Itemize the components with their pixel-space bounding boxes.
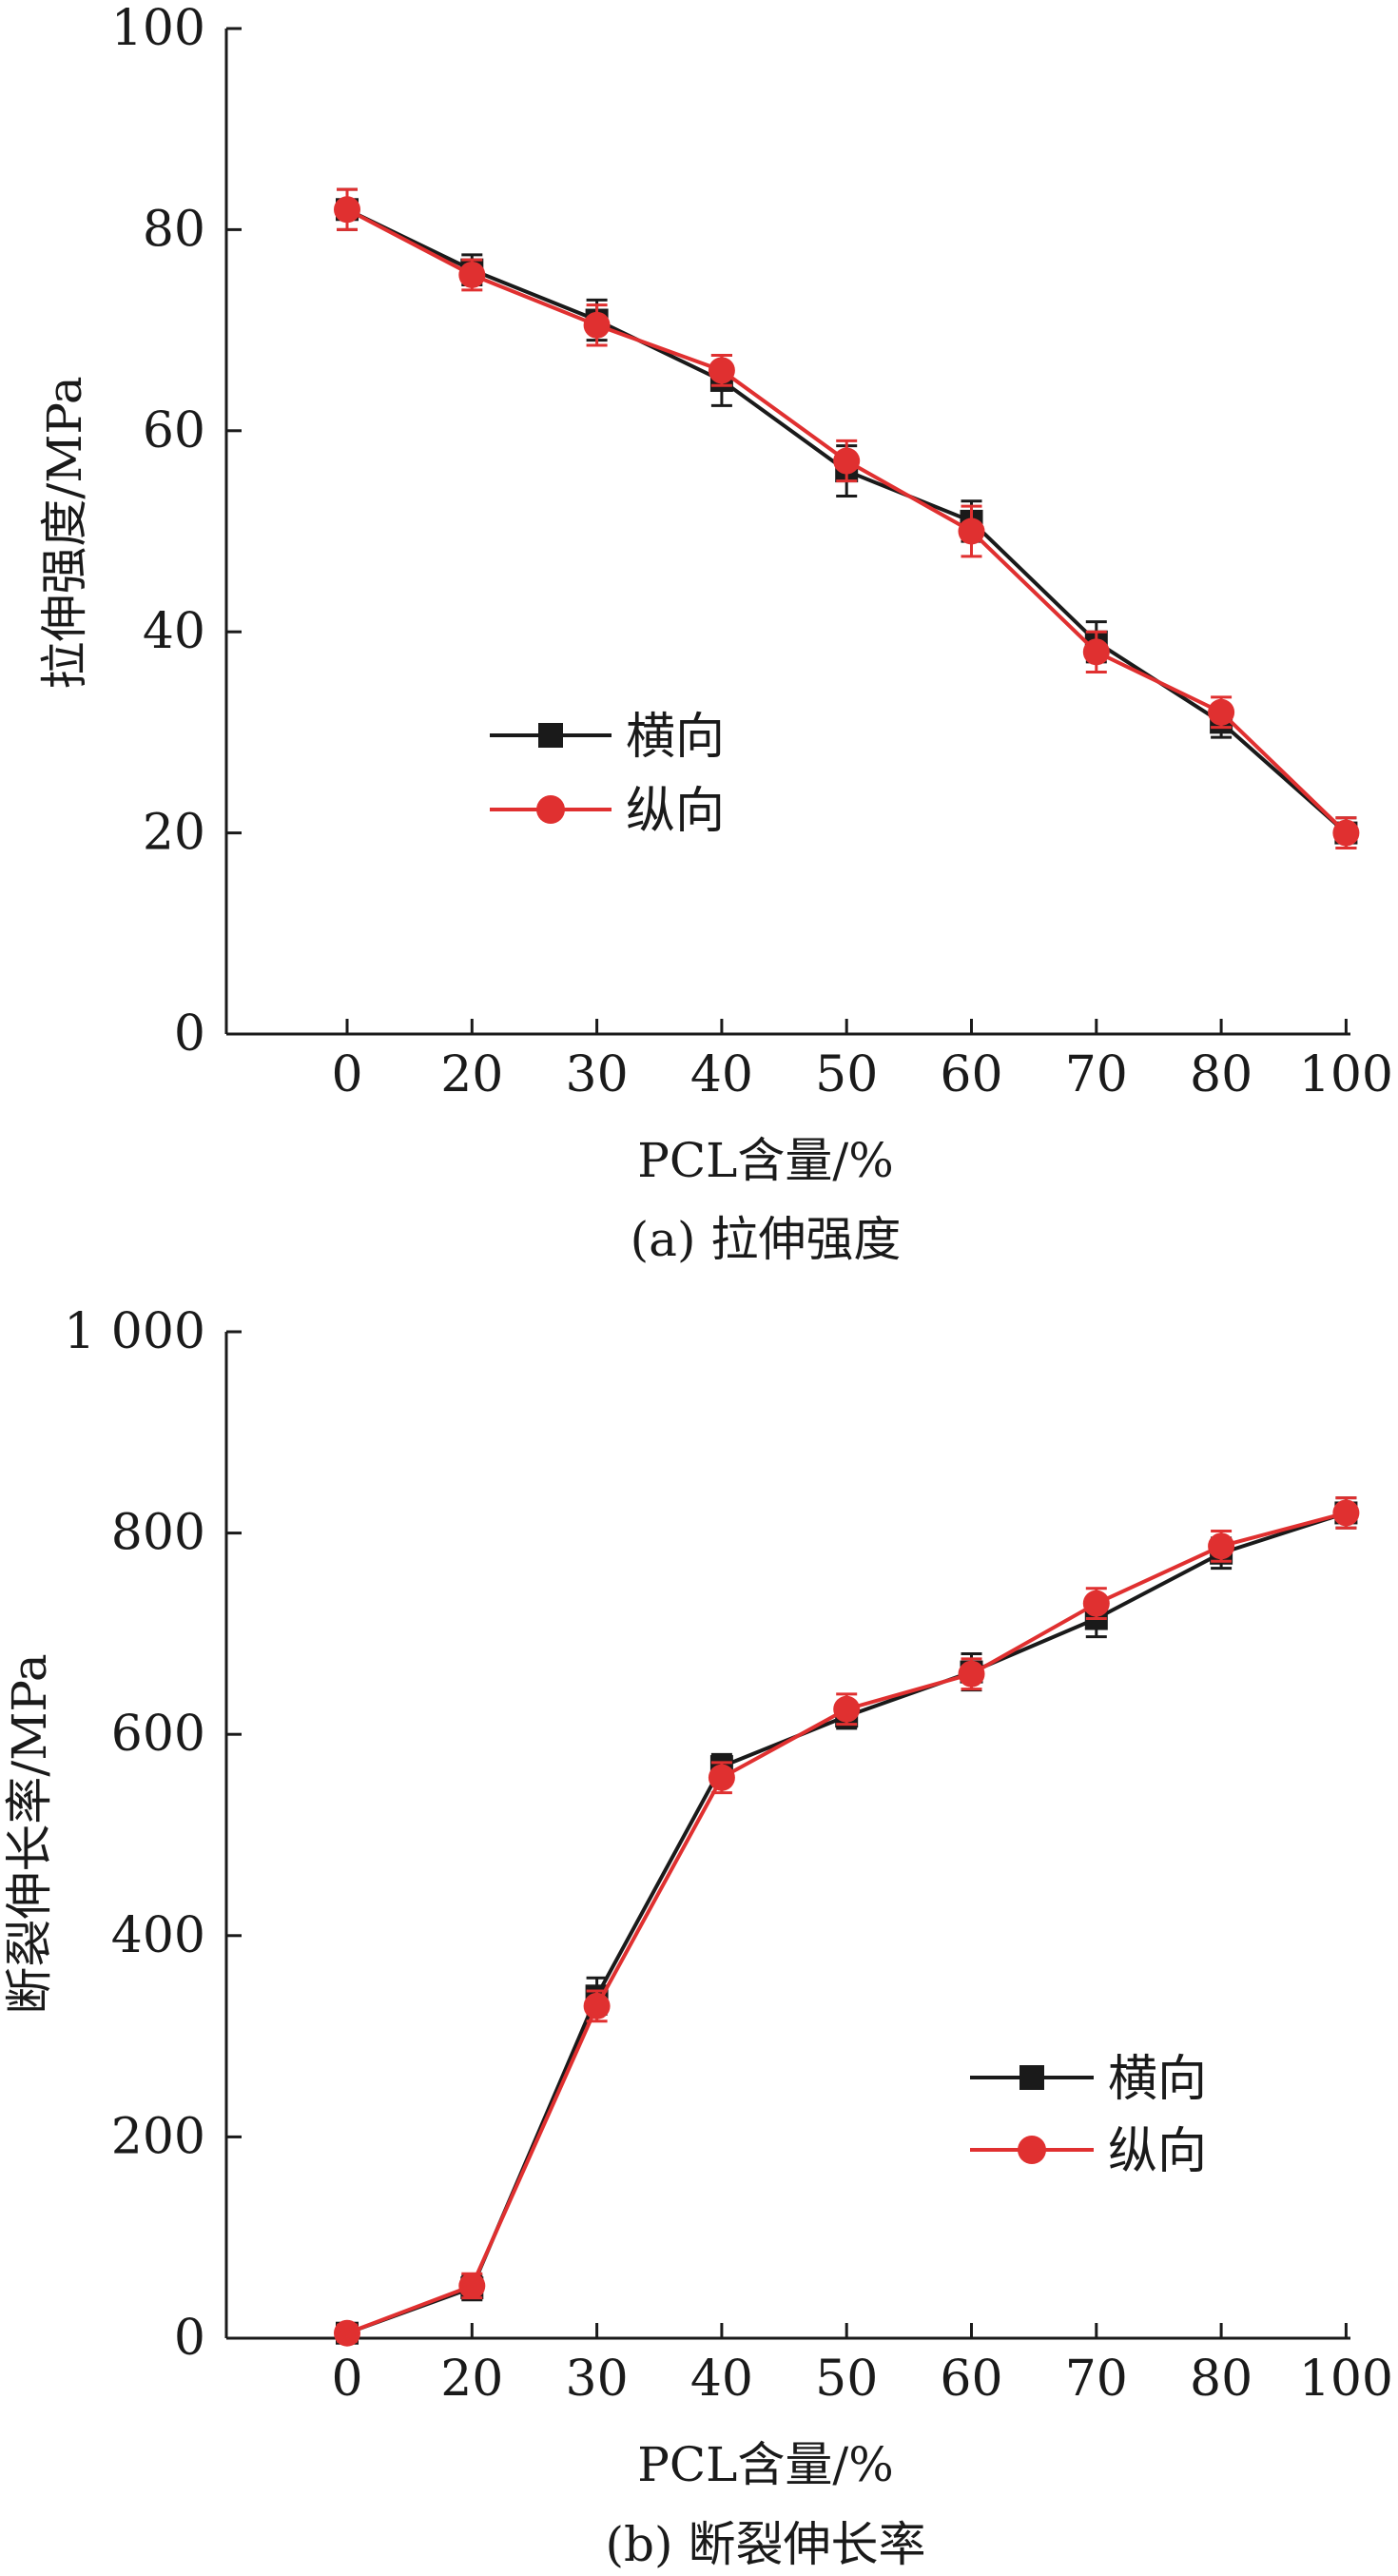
panel-b-y-tick-label: 1 000 bbox=[64, 1303, 205, 1360]
panel-b-caption: (b) 断裂伸长率 bbox=[606, 2517, 926, 2572]
panel-b-point-longitudinal bbox=[1208, 1532, 1235, 1560]
square-marker-icon bbox=[1019, 2065, 1044, 2090]
panel-b-x-axis-title: PCL含量/% bbox=[637, 2437, 893, 2492]
panel-a-tensile-strength: 0 20 40 60 80 100 0 20 30 40 50 60 70 80 100 PCL含量/% (… bbox=[37, 0, 1393, 1267]
panel-b-point-longitudinal bbox=[958, 1660, 985, 1688]
panel-a-x-tick-label: 30 bbox=[566, 1046, 629, 1103]
panel-b-legend: 横向 纵向 bbox=[970, 2051, 1207, 2180]
panel-b-legend-item-longitudinal: 纵向 bbox=[970, 2123, 1207, 2180]
panel-b-point-longitudinal bbox=[458, 2272, 486, 2299]
panel-b-x-tick-label: 0 bbox=[331, 2351, 362, 2408]
panel-b-x-tick-label: 70 bbox=[1065, 2351, 1128, 2408]
panel-a-x-tick-label: 60 bbox=[940, 1046, 1002, 1103]
panel-b-plot: 0 200 400 600 800 1 000 0 20 30 40 50 60 70 80 100 bbox=[64, 1303, 1393, 2408]
circle-marker-icon bbox=[536, 795, 565, 824]
circle-marker-icon bbox=[1018, 2136, 1046, 2164]
panel-a-x-axis-title: PCL含量/% bbox=[637, 1133, 893, 1188]
panel-b-point-longitudinal bbox=[1082, 1590, 1110, 1617]
panel-a-legend-label-longitudinal: 纵向 bbox=[626, 783, 725, 840]
panel-b-y-tick-label: 800 bbox=[111, 1505, 205, 1562]
panel-a-x-tick-label: 0 bbox=[331, 1046, 362, 1103]
panel-a-y-tick-label: 60 bbox=[143, 402, 205, 459]
panel-a-series-line-longitudinal bbox=[346, 207, 1348, 835]
panel-b-point-longitudinal bbox=[833, 1695, 861, 1723]
panel-b-y-tick-label: 0 bbox=[174, 2310, 205, 2367]
panel-a-y-tick-label: 40 bbox=[143, 603, 205, 660]
panel-a-caption: (a) 拉伸强度 bbox=[631, 1212, 902, 1267]
panel-a-point-longitudinal bbox=[958, 517, 985, 545]
panel-a-point-longitudinal bbox=[458, 261, 486, 288]
panel-a-x-tick-label: 50 bbox=[815, 1046, 878, 1103]
panel-a-x-tick-label: 80 bbox=[1190, 1046, 1252, 1103]
panel-b-x-tick-label: 60 bbox=[940, 2351, 1002, 2408]
panel-a-y-tick-label: 20 bbox=[143, 805, 205, 862]
square-marker-icon bbox=[538, 723, 563, 748]
panel-a-y-tick-label: 0 bbox=[174, 1005, 205, 1063]
panel-a-plot: 0 20 40 60 80 100 0 20 30 40 50 60 70 80 100 bbox=[111, 0, 1393, 1103]
panel-a-legend-item-transverse: 横向 bbox=[490, 709, 725, 766]
panel-b-x-tick-label: 40 bbox=[690, 2351, 753, 2408]
panel-a-series-line-transverse bbox=[346, 207, 1348, 835]
panel-b-point-longitudinal bbox=[583, 1992, 611, 2020]
panel-a-y-tick-label: 80 bbox=[143, 201, 205, 258]
panel-b-x-tick-label: 30 bbox=[566, 2351, 629, 2408]
panel-a-y-axis-title: 拉伸强度/MPa bbox=[37, 376, 92, 689]
panel-b-elongation-at-break: 0 200 400 600 800 1 000 0 20 30 40 50 60 70 80 100 PCL… bbox=[2, 1303, 1393, 2572]
panel-b-legend-label-transverse: 横向 bbox=[1108, 2051, 1207, 2108]
panel-b-x-tick-label: 100 bbox=[1299, 2351, 1393, 2408]
panel-a-point-longitudinal bbox=[708, 357, 735, 384]
panel-b-x-tick-label: 20 bbox=[440, 2351, 503, 2408]
panel-a-legend-item-longitudinal: 纵向 bbox=[490, 783, 725, 840]
panel-a-point-longitudinal bbox=[1332, 819, 1360, 847]
panel-a-y-tick-label: 100 bbox=[111, 0, 205, 57]
panel-b-y-tick-label: 600 bbox=[111, 1706, 205, 1763]
panel-b-series-line-longitudinal bbox=[346, 1511, 1347, 2335]
panel-a-point-longitudinal bbox=[1082, 638, 1110, 666]
panel-a-legend: 横向 纵向 bbox=[490, 709, 725, 840]
panel-b-x-tick-label: 80 bbox=[1190, 2351, 1252, 2408]
panel-a-legend-label-transverse: 横向 bbox=[626, 709, 725, 766]
panel-a-point-longitudinal bbox=[833, 447, 861, 475]
panel-b-series-line-transverse bbox=[346, 1511, 1348, 2335]
panel-b-y-axis-title: 断裂伸长率/MPa bbox=[2, 1653, 57, 2014]
panel-b-y-tick-label: 200 bbox=[111, 2108, 205, 2165]
panel-a-point-longitudinal bbox=[334, 196, 360, 224]
panel-b-point-longitudinal bbox=[708, 1764, 735, 1791]
panel-b-y-tick-label: 400 bbox=[111, 1907, 205, 1964]
panel-b-x-tick-label: 50 bbox=[815, 2351, 878, 2408]
panel-b-legend-label-longitudinal: 纵向 bbox=[1108, 2123, 1207, 2180]
panel-a-x-tick-label: 20 bbox=[440, 1046, 503, 1103]
panel-a-x-tick-label: 40 bbox=[690, 1046, 753, 1103]
panel-b-point-longitudinal bbox=[1332, 1499, 1360, 1527]
panel-a-x-tick-label: 100 bbox=[1299, 1046, 1393, 1103]
panel-a-point-longitudinal bbox=[583, 311, 611, 339]
panel-b-point-longitudinal bbox=[334, 2319, 360, 2347]
panel-a-point-longitudinal bbox=[1208, 698, 1235, 726]
panel-b-legend-item-transverse: 横向 bbox=[970, 2051, 1207, 2108]
panel-a-x-tick-label: 70 bbox=[1065, 1046, 1128, 1103]
